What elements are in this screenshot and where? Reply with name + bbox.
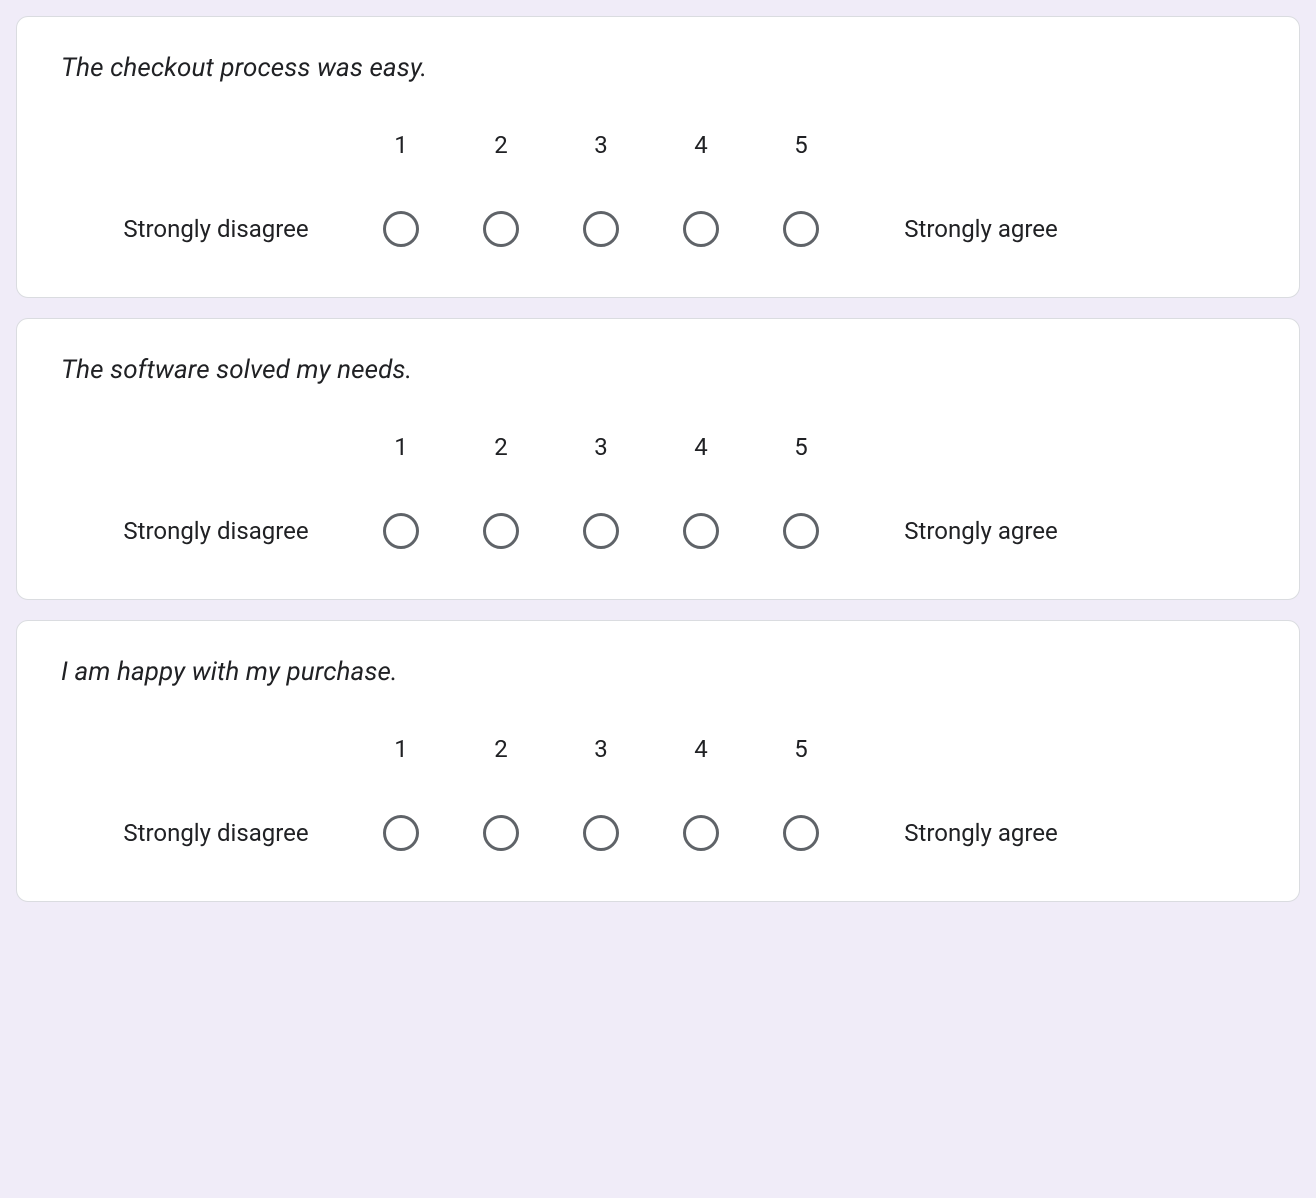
scale-number-col: 3 xyxy=(551,735,651,815)
radio-option-1[interactable] xyxy=(383,211,419,247)
scale-number: 2 xyxy=(494,433,508,463)
scale-option xyxy=(351,513,451,549)
scale-option xyxy=(651,211,751,247)
scale-number-col: 4 xyxy=(651,433,751,513)
scale-number: 4 xyxy=(694,433,708,463)
scale-numbers: 1 2 3 4 5 xyxy=(351,735,851,815)
scale-number-col: 2 xyxy=(451,735,551,815)
scale-option xyxy=(651,815,751,851)
scale-option xyxy=(351,815,451,851)
scale-number: 1 xyxy=(394,131,408,161)
scale-row: Strongly disagree Strongly agree xyxy=(61,513,1255,549)
scale-radios xyxy=(351,513,851,549)
radio-option-1[interactable] xyxy=(383,815,419,851)
anchor-high-label: Strongly agree xyxy=(851,215,1111,243)
scale-option xyxy=(751,211,851,247)
scale-option xyxy=(451,815,551,851)
scale-option xyxy=(551,815,651,851)
scale-number: 4 xyxy=(694,735,708,765)
scale-numbers-row: 1 2 3 4 5 xyxy=(61,433,1255,513)
question-text: The software solved my needs. xyxy=(61,355,1255,385)
scale-number-col: 5 xyxy=(751,131,851,211)
radio-option-4[interactable] xyxy=(683,211,719,247)
anchor-low-label: Strongly disagree xyxy=(61,819,351,847)
question-text: I am happy with my purchase. xyxy=(61,657,1255,687)
scale-number: 5 xyxy=(794,131,808,161)
scale-number: 1 xyxy=(394,735,408,765)
scale-option xyxy=(551,211,651,247)
radio-option-3[interactable] xyxy=(583,211,619,247)
scale-number-col: 2 xyxy=(451,131,551,211)
radio-option-5[interactable] xyxy=(783,815,819,851)
scale-number: 3 xyxy=(594,433,608,463)
scale-number: 5 xyxy=(794,735,808,765)
radio-option-3[interactable] xyxy=(583,513,619,549)
anchor-high-label: Strongly agree xyxy=(851,517,1111,545)
question-card: I am happy with my purchase. 1 2 3 4 5 S… xyxy=(16,620,1300,902)
scale-number: 2 xyxy=(494,735,508,765)
scale-row: Strongly disagree Strongly agree xyxy=(61,815,1255,851)
radio-option-2[interactable] xyxy=(483,513,519,549)
scale-number: 5 xyxy=(794,433,808,463)
scale-option xyxy=(551,513,651,549)
radio-option-2[interactable] xyxy=(483,815,519,851)
scale-number: 4 xyxy=(694,131,708,161)
scale-number-col: 1 xyxy=(351,131,451,211)
scale-number: 3 xyxy=(594,735,608,765)
scale-numbers-row: 1 2 3 4 5 xyxy=(61,131,1255,211)
scale-number-col: 1 xyxy=(351,433,451,513)
scale-option xyxy=(351,211,451,247)
radio-option-5[interactable] xyxy=(783,513,819,549)
scale-option xyxy=(751,513,851,549)
scale-radios xyxy=(351,211,851,247)
scale-number-col: 4 xyxy=(651,735,751,815)
scale-number-col: 4 xyxy=(651,131,751,211)
scale-number-col: 3 xyxy=(551,131,651,211)
scale-number: 2 xyxy=(494,131,508,161)
radio-option-4[interactable] xyxy=(683,815,719,851)
radio-option-2[interactable] xyxy=(483,211,519,247)
scale-numbers: 1 2 3 4 5 xyxy=(351,131,851,211)
radio-option-4[interactable] xyxy=(683,513,719,549)
anchor-high-label: Strongly agree xyxy=(851,819,1111,847)
scale-option xyxy=(651,513,751,549)
scale-number-col: 5 xyxy=(751,735,851,815)
anchor-low-label: Strongly disagree xyxy=(61,215,351,243)
scale-number-col: 5 xyxy=(751,433,851,513)
question-text: The checkout process was easy. xyxy=(61,53,1255,83)
question-card: The checkout process was easy. 1 2 3 4 5… xyxy=(16,16,1300,298)
radio-option-1[interactable] xyxy=(383,513,419,549)
scale-row: Strongly disagree Strongly agree xyxy=(61,211,1255,247)
radio-option-3[interactable] xyxy=(583,815,619,851)
radio-option-5[interactable] xyxy=(783,211,819,247)
anchor-low-label: Strongly disagree xyxy=(61,517,351,545)
scale-option xyxy=(451,513,551,549)
scale-number-col: 3 xyxy=(551,433,651,513)
question-card: The software solved my needs. 1 2 3 4 5 … xyxy=(16,318,1300,600)
scale-numbers: 1 2 3 4 5 xyxy=(351,433,851,513)
scale-radios xyxy=(351,815,851,851)
scale-numbers-row: 1 2 3 4 5 xyxy=(61,735,1255,815)
scale-option xyxy=(751,815,851,851)
scale-number-col: 2 xyxy=(451,433,551,513)
scale-number: 1 xyxy=(394,433,408,463)
scale-number-col: 1 xyxy=(351,735,451,815)
scale-option xyxy=(451,211,551,247)
scale-number: 3 xyxy=(594,131,608,161)
